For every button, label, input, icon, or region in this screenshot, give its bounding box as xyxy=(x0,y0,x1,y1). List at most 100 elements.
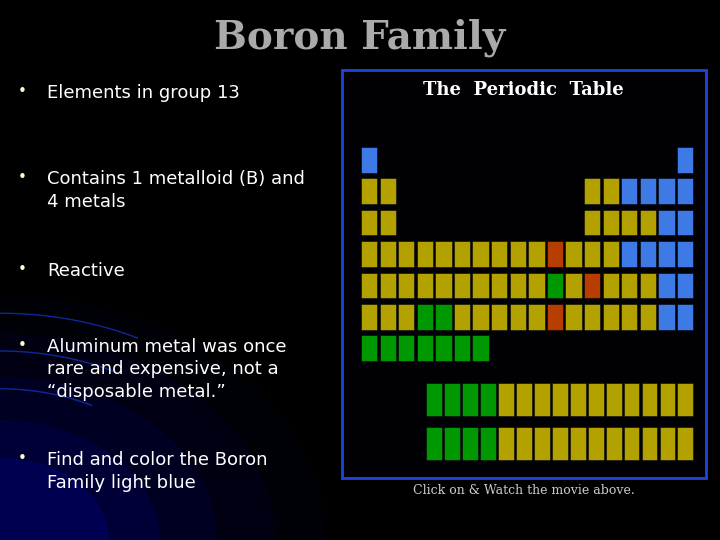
Bar xyxy=(606,383,621,415)
Bar xyxy=(379,241,396,267)
Bar xyxy=(417,304,433,330)
Bar xyxy=(546,304,563,330)
Bar xyxy=(426,427,442,460)
Bar xyxy=(472,241,489,267)
Bar xyxy=(677,147,693,172)
Bar xyxy=(660,427,675,460)
Bar xyxy=(639,241,656,267)
Bar xyxy=(498,383,514,415)
Circle shape xyxy=(0,421,158,540)
Bar xyxy=(584,210,600,235)
Bar xyxy=(417,241,433,267)
Bar xyxy=(417,273,433,298)
Bar xyxy=(639,178,656,204)
Bar xyxy=(621,178,637,204)
Bar xyxy=(398,335,415,361)
Bar xyxy=(678,427,693,460)
Bar xyxy=(588,383,603,415)
Bar xyxy=(491,241,508,267)
FancyBboxPatch shape xyxy=(342,70,706,478)
Text: Elements in group 13: Elements in group 13 xyxy=(47,84,240,102)
Bar xyxy=(621,304,637,330)
Bar xyxy=(516,383,532,415)
Bar xyxy=(444,427,460,460)
Text: Reactive: Reactive xyxy=(47,262,125,280)
Bar xyxy=(379,273,396,298)
Bar xyxy=(603,304,619,330)
Bar xyxy=(480,383,496,415)
Bar xyxy=(379,335,396,361)
Bar xyxy=(361,241,377,267)
Bar xyxy=(379,304,396,330)
Bar xyxy=(436,335,451,361)
Bar xyxy=(454,273,470,298)
Bar xyxy=(361,147,377,172)
Bar xyxy=(677,304,693,330)
Bar xyxy=(398,304,415,330)
Circle shape xyxy=(0,459,108,540)
Text: •: • xyxy=(18,451,27,466)
Bar xyxy=(677,178,693,204)
Bar xyxy=(472,335,489,361)
Bar xyxy=(658,304,675,330)
Bar xyxy=(588,427,603,460)
Bar xyxy=(660,383,675,415)
Bar xyxy=(677,241,693,267)
Bar xyxy=(565,273,582,298)
Bar xyxy=(677,273,693,298)
Bar xyxy=(528,241,544,267)
Circle shape xyxy=(0,335,274,540)
Bar xyxy=(552,383,567,415)
Text: Boron Family: Boron Family xyxy=(215,19,505,57)
Text: The  Periodic  Table: The Periodic Table xyxy=(423,81,624,99)
Bar xyxy=(639,210,656,235)
Text: •: • xyxy=(18,84,27,99)
Bar xyxy=(472,273,489,298)
Bar xyxy=(642,383,657,415)
Bar xyxy=(584,273,600,298)
Bar xyxy=(621,210,637,235)
Bar xyxy=(528,273,544,298)
Bar xyxy=(639,273,656,298)
Bar xyxy=(534,383,550,415)
Bar xyxy=(491,304,508,330)
Bar xyxy=(361,335,377,361)
Text: Click on & Watch the movie above.: Click on & Watch the movie above. xyxy=(413,484,634,497)
Bar xyxy=(491,273,508,298)
Bar xyxy=(658,241,675,267)
Bar xyxy=(658,210,675,235)
Bar xyxy=(462,427,478,460)
Text: Contains 1 metalloid (B) and
4 metals: Contains 1 metalloid (B) and 4 metals xyxy=(47,170,305,211)
Bar xyxy=(480,427,496,460)
Bar xyxy=(621,241,637,267)
Bar xyxy=(546,273,563,298)
Bar xyxy=(516,427,532,460)
Bar xyxy=(584,241,600,267)
Bar xyxy=(603,210,619,235)
Bar xyxy=(621,273,637,298)
Bar xyxy=(436,304,451,330)
Bar xyxy=(510,241,526,267)
Bar xyxy=(584,178,600,204)
Bar xyxy=(642,427,657,460)
Bar xyxy=(398,273,415,298)
Bar xyxy=(606,427,621,460)
Circle shape xyxy=(0,378,216,540)
Bar xyxy=(677,210,693,235)
Bar xyxy=(379,210,396,235)
Bar xyxy=(570,383,585,415)
Bar xyxy=(658,178,675,204)
Bar xyxy=(361,273,377,298)
Bar xyxy=(398,241,415,267)
Bar xyxy=(603,178,619,204)
Bar xyxy=(639,304,656,330)
Bar xyxy=(584,304,600,330)
Bar xyxy=(361,178,377,204)
Bar xyxy=(552,427,567,460)
Bar xyxy=(454,335,470,361)
Bar xyxy=(658,273,675,298)
Bar xyxy=(472,304,489,330)
Bar xyxy=(624,427,639,460)
Bar xyxy=(534,427,550,460)
Text: •: • xyxy=(18,170,27,185)
